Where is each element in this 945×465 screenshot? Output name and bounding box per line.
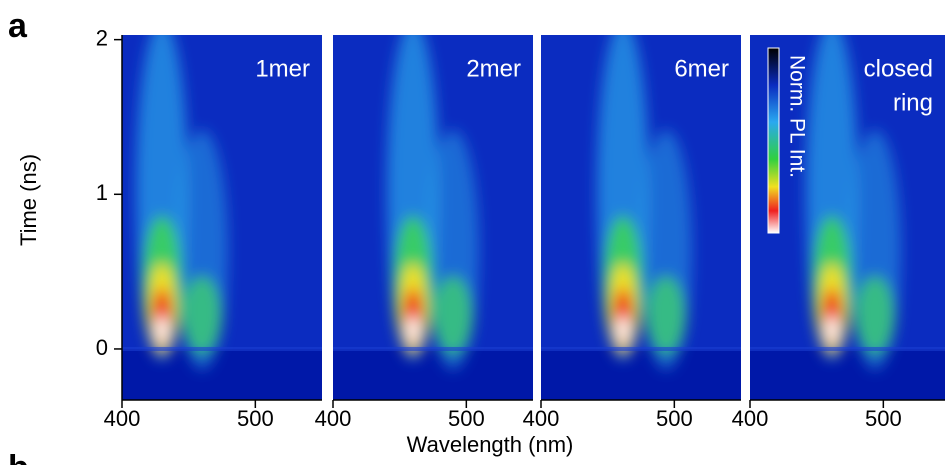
emission (806, 35, 901, 370)
x-tick-label: 400 (104, 406, 141, 431)
emission-blob (617, 316, 629, 344)
panel-label: b (8, 449, 29, 465)
emission-blob (855, 275, 895, 355)
heatmap-image (750, 35, 945, 400)
baseline (541, 346, 741, 351)
colorbar-label: Norm. PL Int. (785, 55, 808, 178)
x-tick-label: 400 (732, 406, 769, 431)
x-tick-label: 500 (448, 406, 485, 431)
baseline (122, 346, 322, 351)
baseline (333, 346, 533, 351)
y-tick-label: 2 (96, 25, 108, 50)
emission-blob (646, 275, 686, 355)
heatmap-panel: 400 500 0 1 2 1mer (96, 25, 322, 431)
x-tick-label: 400 (315, 406, 352, 431)
heatmap-panel: 400 500 2mer (315, 35, 533, 431)
emission-blob (826, 316, 838, 344)
background (541, 348, 741, 400)
emission (597, 35, 692, 370)
x-tick-label: 500 (865, 406, 902, 431)
emission (136, 35, 228, 370)
baseline (750, 346, 945, 351)
background (333, 348, 533, 400)
emission-blob (156, 316, 168, 344)
x-tick-label: 500 (656, 406, 693, 431)
panel-title: closed (864, 55, 933, 82)
background (750, 348, 945, 400)
colorbar (767, 47, 780, 234)
y-axis-label: Time (ns) (16, 154, 41, 246)
panel-title: 2mer (466, 55, 521, 82)
heatmap-panel: 400 500 closed ring Norm. PL Int. (732, 35, 945, 431)
background (122, 348, 322, 400)
heatmap-image (541, 35, 741, 400)
heatmap-panel: 400 500 6mer (523, 35, 741, 431)
heatmap-image (333, 35, 533, 400)
emission-blob (182, 275, 222, 355)
x-axis-label: Wavelength (nm) (407, 432, 574, 457)
panel-title: 6mer (674, 55, 729, 82)
heatmap-image (122, 35, 322, 400)
x-tick-label: 500 (237, 406, 274, 431)
panel-label: a (8, 7, 28, 45)
emission (387, 35, 479, 370)
y-tick-label: 0 (96, 335, 108, 360)
x-tick-label: 400 (523, 406, 560, 431)
emission-blob (407, 316, 419, 344)
y-tick-label: 1 (96, 180, 108, 205)
panel-title: ring (893, 89, 933, 116)
emission-blob (433, 275, 473, 355)
panel-title: 1mer (255, 55, 310, 82)
